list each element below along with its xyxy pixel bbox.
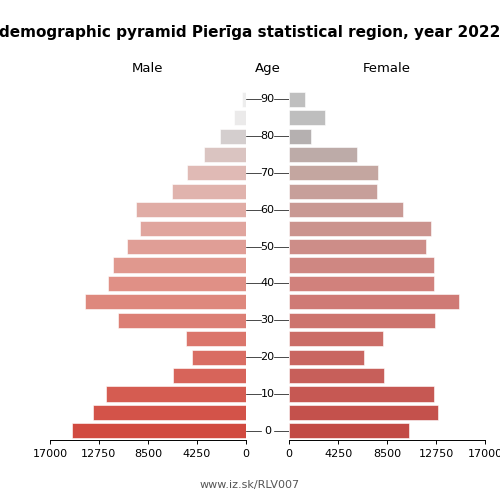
Text: www.iz.sk/RLV007: www.iz.sk/RLV007	[200, 480, 300, 490]
Bar	[289, 331, 382, 346]
Text: Male: Male	[132, 62, 164, 75]
Bar	[289, 405, 438, 420]
Text: Female: Female	[363, 62, 411, 75]
Text: 70: 70	[260, 168, 274, 178]
Bar	[186, 331, 246, 346]
Text: 50: 50	[260, 242, 274, 252]
Text: 80: 80	[260, 131, 274, 141]
Text: 0: 0	[264, 426, 271, 436]
Bar	[289, 350, 364, 364]
Bar	[289, 128, 311, 144]
Bar	[204, 147, 246, 162]
Bar	[127, 239, 246, 254]
Text: demographic pyramid Pierīga statistical region, year 2022: demographic pyramid Pierīga statistical …	[0, 25, 500, 40]
Bar	[92, 405, 246, 420]
Bar	[108, 276, 246, 291]
Bar	[220, 128, 246, 144]
Text: 20: 20	[260, 352, 274, 362]
Bar	[289, 276, 434, 291]
Bar	[289, 184, 377, 199]
Bar	[289, 147, 357, 162]
Bar	[289, 239, 426, 254]
Bar	[187, 166, 246, 180]
Text: 40: 40	[260, 278, 274, 288]
Bar	[289, 258, 434, 272]
Bar	[173, 368, 246, 383]
Bar	[172, 184, 246, 199]
Text: 60: 60	[260, 204, 274, 214]
Bar	[289, 386, 434, 402]
Bar	[289, 294, 458, 310]
Bar	[289, 368, 384, 383]
Bar	[289, 220, 431, 236]
Bar	[136, 202, 246, 218]
Bar	[234, 110, 245, 125]
Bar	[289, 166, 378, 180]
Bar	[192, 350, 246, 364]
Bar	[289, 202, 403, 218]
Bar	[289, 92, 306, 107]
Bar	[84, 294, 245, 310]
Bar	[289, 423, 409, 438]
Bar	[118, 312, 246, 328]
Bar	[140, 220, 246, 236]
Bar	[289, 110, 325, 125]
Bar	[289, 312, 436, 328]
Bar	[72, 423, 246, 438]
Text: Age: Age	[254, 62, 280, 75]
Bar	[242, 92, 246, 107]
Text: 30: 30	[260, 316, 274, 326]
Bar	[106, 386, 246, 402]
Bar	[114, 258, 246, 272]
Text: 10: 10	[260, 389, 274, 399]
Text: 90: 90	[260, 94, 274, 104]
